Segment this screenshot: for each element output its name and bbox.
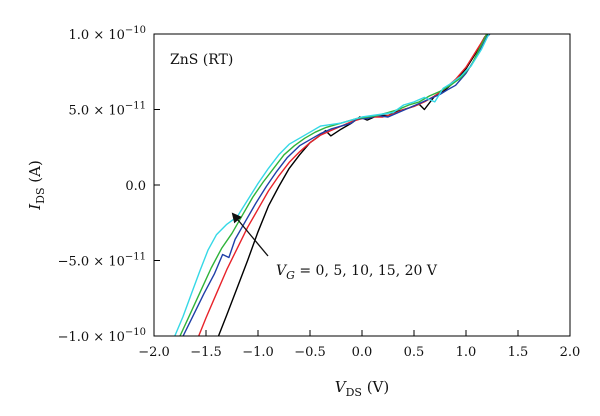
x-tick-label: −1.5 (190, 345, 222, 360)
series-line-4 (174, 34, 490, 336)
y-tick-label: 0.0 (125, 179, 146, 194)
x-tick-label: −2.0 (138, 345, 170, 360)
y-tick-label: −5.0 × 10−11 (58, 252, 146, 270)
gate-arrow (231, 212, 269, 257)
plot-frame (153, 33, 571, 337)
x-tick-label: 1.5 (508, 345, 529, 360)
series-line-2 (182, 34, 491, 336)
x-tick-label: 0.0 (352, 345, 373, 360)
x-tick-label: −1.0 (242, 345, 274, 360)
series-line-1 (198, 34, 488, 336)
sample-label: ZnS (RT) (170, 52, 233, 68)
x-tick-label: 2.0 (560, 345, 581, 360)
gate-voltage-label: VG = 0, 5, 10, 15, 20 V (276, 263, 438, 282)
x-tick-label: −0.5 (294, 345, 326, 360)
series-group (174, 34, 491, 336)
y-axis-label: IDS (A) (26, 160, 47, 211)
x-axis: −2.0 −1.5 −1.0 −0.5 0.0 0.5 1.0 1.5 2.0 (138, 330, 580, 360)
y-axis: −1.0 × 10−10 −5.0 × 10−11 0.0 5.0 × 10−11 1.… (58, 25, 160, 345)
x-tick-label: 1.0 (456, 345, 477, 360)
y-tick-label: 5.0 × 10−11 (69, 101, 146, 119)
series-line-0 (217, 34, 490, 336)
x-tick-label: 0.5 (404, 345, 425, 360)
y-tick-label: 1.0 × 10−10 (69, 25, 146, 43)
series-line-3 (179, 34, 488, 336)
x-axis-label: VDS (V) (335, 378, 390, 399)
y-tick-label: −1.0 × 10−10 (58, 327, 146, 345)
